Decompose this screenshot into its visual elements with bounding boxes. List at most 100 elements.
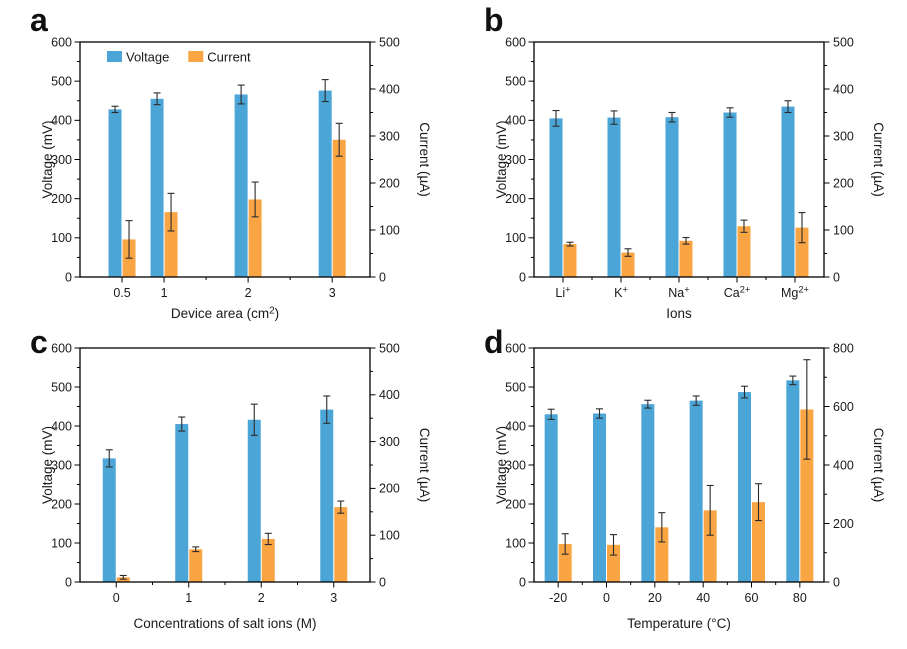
- plot-frame: [79, 41, 371, 278]
- right-tick-label: 200: [833, 176, 854, 190]
- x-tick-label: 0.5: [113, 286, 130, 300]
- right-tick-label: 100: [379, 223, 400, 237]
- left-tick-label: 300: [51, 458, 72, 472]
- left-tick-label: 0: [519, 575, 526, 589]
- bars: [108, 90, 346, 278]
- current-bar: [703, 510, 717, 582]
- x-tick-label: Li+: [555, 285, 570, 300]
- voltage-bar: [549, 118, 563, 277]
- voltage-bar: [150, 98, 164, 278]
- left-tick-label: 500: [51, 74, 72, 88]
- left-tick-label: 600: [51, 35, 72, 49]
- current-bar: [621, 252, 635, 277]
- y-axis-label-left: Voltage (mV): [40, 426, 55, 504]
- voltage-bar: [234, 94, 248, 277]
- left-tick-label: 500: [505, 74, 526, 88]
- right-tick-label: 0: [379, 270, 386, 284]
- error-bars: [105, 395, 345, 580]
- x-tick-label: 20: [648, 591, 662, 605]
- panel-letter-c: c: [30, 324, 48, 360]
- x-axis-label: Temperature (°C): [627, 616, 731, 631]
- right-tick-label: 100: [379, 529, 400, 543]
- voltage-bar: [738, 392, 751, 582]
- voltage-bar: [689, 400, 703, 582]
- left-tick-label: 400: [51, 114, 72, 128]
- left-tick-label: 100: [505, 536, 526, 550]
- left-tick-label: 100: [51, 536, 72, 550]
- left-tick-label: 200: [51, 497, 72, 511]
- current-bar: [164, 212, 178, 277]
- x-tick-label: 2: [245, 286, 252, 300]
- left-tick-label: 300: [51, 153, 72, 167]
- left-tick-label: 0: [65, 270, 72, 284]
- voltage-bar: [786, 380, 800, 582]
- x-tick-label: 1: [185, 591, 192, 605]
- x-tick-label: 3: [330, 591, 337, 605]
- current-bar: [189, 549, 203, 582]
- left-tick-label: 400: [51, 419, 72, 433]
- legend-label: Current: [207, 50, 251, 65]
- left-tick-label: 500: [51, 380, 72, 394]
- right-tick-label: 0: [833, 270, 840, 284]
- voltage-bar: [544, 414, 558, 582]
- panel-c: c 0 100 200 300 400 500 600 0 100 200 300 400 500 0 1 2…: [0, 325, 453, 649]
- current-bar: [334, 507, 348, 582]
- bars: [544, 380, 814, 582]
- right-tick-label: 500: [379, 341, 400, 355]
- x-tick-label: 1: [161, 286, 168, 300]
- voltage-bar: [665, 117, 679, 277]
- current-bar: [800, 409, 814, 582]
- tick-labels: 0 100 200 300 400 500 600 0 100 200 300 400 500 0 1 2 3: [51, 341, 400, 605]
- left-tick-label: 500: [505, 380, 526, 394]
- y-axis-label-left: Voltage (mV): [40, 120, 55, 198]
- voltage-bar: [102, 458, 116, 582]
- current-bar: [655, 527, 669, 582]
- x-tick-label: K+: [614, 285, 628, 300]
- y-axis-label-right: Current (µA): [417, 122, 432, 197]
- error-bars: [111, 79, 343, 259]
- x-tick-label: 0: [113, 591, 120, 605]
- x-tick-label: 80: [793, 591, 807, 605]
- panel-d-chart: 0 100 200 300 400 500 600 0 200 400 600 800 -20 0 20 40…: [494, 341, 886, 631]
- current-bar: [607, 544, 620, 582]
- right-tick-label: 400: [379, 388, 400, 402]
- legend: Voltage Current: [107, 50, 251, 65]
- plot-frame: [533, 347, 825, 583]
- plot-frame: [79, 347, 371, 583]
- chart-root: 0 100 200 300 400 500 600 0 200 400 600 800 -20 0 20 40…: [494, 341, 886, 631]
- left-tick-label: 300: [505, 458, 526, 472]
- y-axis-label-right: Current (µA): [871, 428, 886, 503]
- left-tick-label: 200: [51, 192, 72, 206]
- panel-letter-d: d: [484, 324, 504, 360]
- right-tick-label: 500: [833, 35, 854, 49]
- voltage-bar: [318, 90, 332, 277]
- x-axis-label: Concentrations of salt ions (M): [133, 616, 316, 631]
- chart-root: 0 100 200 300 400 500 600 0 100 200 300 400 500 Li+ K+…: [494, 35, 886, 321]
- x-tick-label: 40: [696, 591, 710, 605]
- voltage-bar: [247, 419, 261, 582]
- voltage-bar: [175, 424, 189, 582]
- voltage-bar: [108, 109, 122, 277]
- left-tick-label: 600: [505, 35, 526, 49]
- left-tick-label: 400: [505, 419, 526, 433]
- right-tick-label: 300: [379, 435, 400, 449]
- current-bar: [261, 538, 275, 582]
- x-axis-label: Ions: [666, 306, 692, 321]
- right-tick-label: 800: [833, 341, 854, 355]
- left-tick-label: 300: [505, 153, 526, 167]
- left-tick-label: 200: [505, 192, 526, 206]
- panel-b: b 0 100 200 300 400 500 600 0 100 200 300 400 500 Li+…: [454, 0, 907, 324]
- current-bar: [795, 227, 809, 277]
- tick-labels: 0 100 200 300 400 500 600 0 200 400 600 800 -20 0 20 40…: [505, 341, 854, 605]
- y-axis-label-left: Voltage (mV): [494, 426, 509, 504]
- right-tick-label: 0: [379, 575, 386, 589]
- bars: [549, 106, 809, 277]
- error-bars: [547, 359, 811, 556]
- voltage-bar: [723, 112, 737, 277]
- current-bar: [679, 240, 693, 277]
- right-tick-label: 200: [833, 517, 854, 531]
- panel-letter-a: a: [30, 2, 48, 38]
- panel-b-chart: 0 100 200 300 400 500 600 0 100 200 300 400 500 Li+ K+…: [494, 35, 886, 321]
- right-tick-label: 400: [833, 82, 854, 96]
